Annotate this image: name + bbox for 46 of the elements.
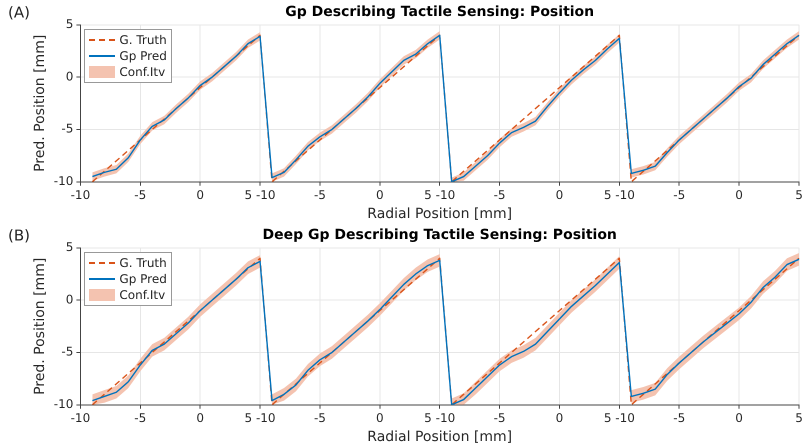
x-tick-label: 5 -10 (604, 411, 635, 426)
y-tick-label: 5 (66, 240, 74, 254)
y-axis-title: Pred. Position [mm] (32, 34, 48, 172)
annotation: Conf.Itv (119, 286, 166, 303)
x-tick-label: 0 (556, 411, 564, 426)
x-tick-label: 5 -10 (244, 411, 276, 426)
legend-label: Gp Pred (119, 270, 167, 287)
x-tick-label: 5 (795, 411, 803, 426)
x-tick-label: -5 (494, 188, 506, 202)
x-tick-label: 0 (376, 411, 384, 426)
chart-title: Deep Gp Describing Tactile Sensing: Position (262, 227, 617, 244)
y-tick-label: -5 (61, 344, 74, 359)
x-tick-label: 5 -10 (424, 411, 456, 426)
x-tick-label: 0 (196, 188, 204, 202)
legend-label: Gp Pred (119, 48, 167, 64)
annotation: Conf.Itv (119, 64, 166, 80)
x-tick-label: -5 (134, 411, 146, 426)
y-tick-label: -10 (54, 174, 74, 188)
x-tick-label: -5 (314, 188, 326, 202)
x-tick-label: 0 (196, 411, 204, 426)
x-axis-title: Radial Position [mm] (367, 206, 512, 222)
y-tick-label: 0 (66, 69, 74, 84)
y-axis-title: Pred. Position [mm] (32, 258, 48, 395)
x-tick-label: -5 (673, 188, 686, 202)
x-tick-label: -5 (134, 188, 146, 202)
x-tick-label: 5 -10 (604, 188, 635, 202)
y-tick-label: 5 (66, 16, 74, 31)
x-tick-label: -5 (314, 411, 326, 426)
legend-label: G. Truth (119, 32, 167, 48)
chart-title: Gp Describing Tactile Sensing: Position (285, 4, 594, 20)
x-tick-label: 0 (735, 411, 743, 426)
x-tick-label: 5 -10 (244, 188, 276, 202)
x-tick-label: 0 (735, 188, 743, 202)
x-tick-label: 5 -10 (424, 188, 456, 202)
y-tick-label: 0 (66, 292, 74, 306)
x-tick-label: 5 (795, 188, 803, 202)
x-tick-label: -5 (673, 411, 686, 426)
x-tick-label: 0 (376, 188, 384, 202)
y-tick-label: -10 (54, 396, 74, 411)
text: (B) (8, 226, 30, 244)
x-tick-label: -5 (494, 411, 506, 426)
y-tick-label: -5 (61, 122, 74, 136)
x-axis-title: Radial Position [mm] (367, 429, 512, 446)
x-tick-label: 0 (556, 188, 564, 202)
legend-label: G. Truth (119, 254, 167, 271)
text: (A) (8, 3, 30, 22)
